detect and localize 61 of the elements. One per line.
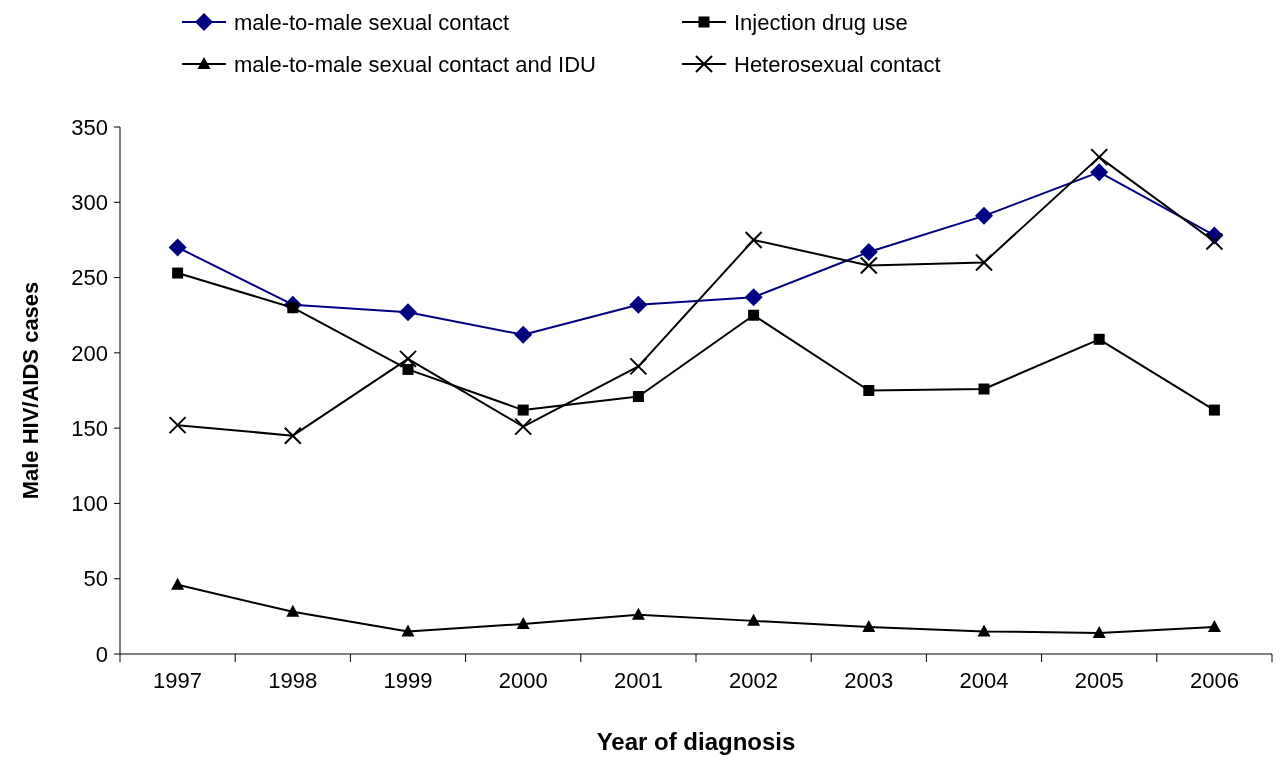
- point: [517, 404, 529, 416]
- point: [1207, 619, 1221, 632]
- x-axis-title: Year of diagnosis: [596, 728, 796, 755]
- y-tick-label: 0: [95, 641, 108, 667]
- point: [283, 426, 302, 445]
- y-tick-label: 50: [83, 566, 108, 592]
- point: [631, 607, 645, 620]
- point: [402, 363, 414, 375]
- point: [629, 295, 648, 314]
- point: [862, 619, 876, 632]
- y-tick-label: 100: [71, 491, 108, 517]
- point: [1092, 625, 1106, 638]
- point: [516, 616, 530, 629]
- point: [1205, 232, 1224, 251]
- y-tick-label: 350: [71, 114, 108, 140]
- point: [744, 288, 763, 307]
- y-tick-label: 250: [71, 265, 108, 291]
- point: [859, 256, 878, 275]
- point: [629, 357, 648, 376]
- x-tick-label: 1999: [383, 668, 433, 693]
- x-tick-label: 2003: [844, 668, 894, 693]
- legend-label: male-to-male sexual contact: [234, 9, 510, 35]
- point: [168, 416, 187, 435]
- point: [171, 577, 185, 590]
- x-tick-label: 1998: [268, 668, 318, 693]
- legend-label: Heterosexual contact: [734, 51, 941, 77]
- legend-label: male-to-male sexual contact and IDU: [234, 51, 596, 77]
- point: [863, 385, 875, 396]
- point: [978, 383, 990, 395]
- y-tick-label: 300: [71, 189, 108, 215]
- point: [977, 624, 991, 637]
- point: [1093, 333, 1105, 345]
- point: [975, 206, 993, 225]
- point: [401, 624, 415, 637]
- point: [1090, 163, 1109, 182]
- point: [514, 417, 533, 436]
- x-tick-label: 1997: [153, 668, 203, 693]
- x-tick-label: 2004: [959, 668, 1009, 693]
- point: [975, 253, 993, 272]
- point: [168, 238, 187, 257]
- point: [859, 242, 878, 261]
- x-tick-label: 2006: [1189, 668, 1239, 693]
- y-tick-label: 150: [71, 415, 108, 441]
- point: [1090, 148, 1109, 167]
- point: [748, 309, 760, 321]
- legend-label: Injection drug use: [734, 9, 908, 35]
- point: [286, 604, 300, 617]
- x-tick-label: 2005: [1074, 668, 1124, 693]
- y-tick-label: 200: [71, 340, 108, 366]
- point: [172, 267, 184, 279]
- point: [399, 349, 417, 368]
- x-tick-label: 2000: [498, 668, 548, 693]
- y-axis-title: Male HIV/AIDS cases: [18, 281, 43, 500]
- point: [399, 303, 417, 322]
- point: [744, 230, 763, 249]
- point: [747, 613, 761, 626]
- x-tick-label: 2002: [729, 668, 779, 693]
- point: [632, 391, 644, 403]
- point: [514, 325, 533, 344]
- point: [1208, 404, 1220, 416]
- x-tick-label: 2001: [613, 668, 663, 693]
